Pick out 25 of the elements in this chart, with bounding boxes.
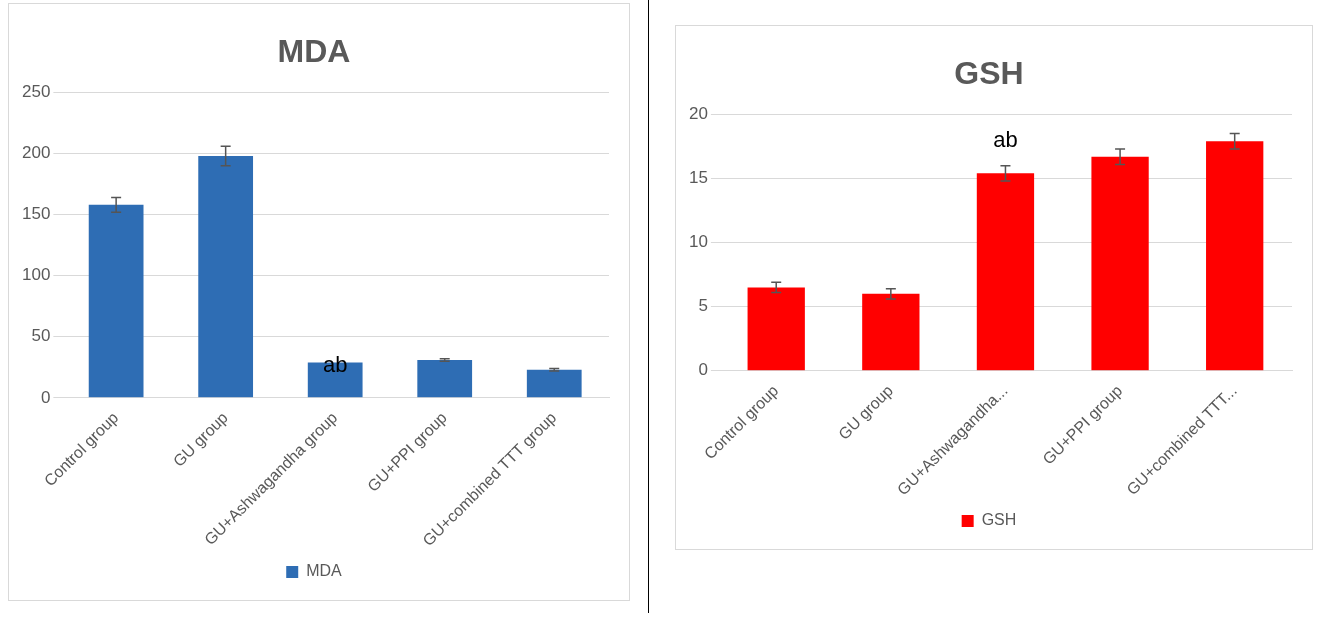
y-tick-label: 0	[40, 387, 51, 407]
bar	[417, 359, 473, 398]
y-tick-label: 200	[21, 143, 51, 163]
legend-label: GSH	[981, 511, 1017, 529]
bar	[1091, 156, 1149, 371]
y-tick-label: 5	[698, 296, 708, 316]
chart-title: MDA	[277, 33, 351, 70]
bar	[1206, 141, 1264, 371]
bar	[526, 369, 582, 398]
bar	[747, 287, 805, 371]
y-tick-label: 100	[21, 265, 51, 285]
y-tick-label: 50	[31, 326, 51, 346]
y-tick-label: 20	[688, 104, 708, 124]
bar	[198, 155, 254, 398]
bar	[976, 173, 1035, 371]
y-tick-label: 0	[698, 360, 708, 380]
chart-title: GSH	[954, 55, 1024, 92]
y-tick-label: 150	[21, 204, 51, 224]
y-tick-label: 15	[688, 168, 708, 188]
annotation: ab	[993, 126, 1018, 152]
y-tick-label: 10	[688, 232, 708, 252]
y-tick-label: 250	[21, 82, 51, 102]
legend-label: MDA	[306, 562, 343, 580]
bar	[88, 204, 144, 398]
bar	[862, 293, 920, 371]
